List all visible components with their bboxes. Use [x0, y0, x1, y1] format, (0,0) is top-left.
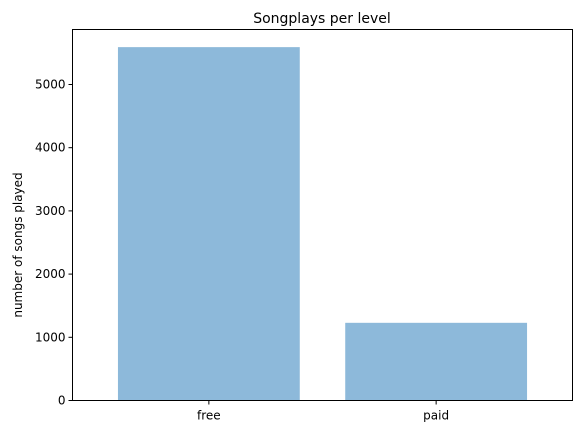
y-tick-label: 2000: [35, 267, 66, 281]
y-tick-label: 4000: [35, 141, 66, 155]
bar-free: [117, 47, 300, 401]
y-tick-label: 3000: [35, 204, 66, 218]
x-axis-ticks: free paid: [197, 400, 449, 423]
bar-paid: [345, 322, 528, 401]
y-tick-label: 0: [58, 394, 66, 408]
bars-layer: [117, 47, 528, 401]
chart-title: Songplays per level: [253, 11, 391, 27]
y-axis-ticks: 0 1000 2000 3000 4000 5000: [35, 77, 73, 408]
y-axis-label: number of songs played: [11, 172, 25, 317]
y-tick-label: 5000: [35, 77, 66, 91]
plot-frame: [72, 29, 573, 401]
y-tick-label: 1000: [35, 330, 66, 344]
x-tick-label-paid: paid: [423, 409, 449, 423]
x-tick-label-free: free: [197, 409, 221, 423]
